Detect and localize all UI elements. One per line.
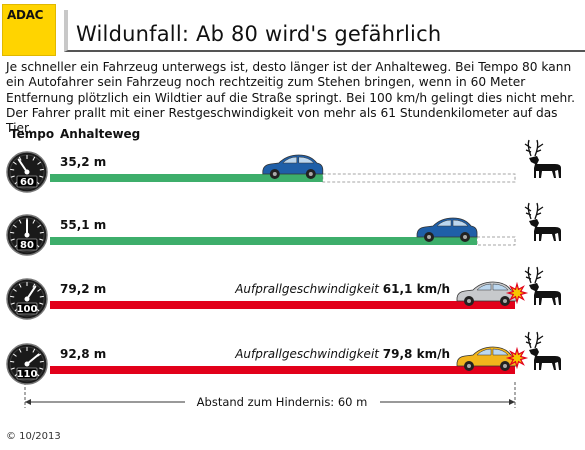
row-100: 100 79,2 m Aufprallgeschwindigkeit 61,1 km…: [6, 266, 561, 320]
car-window-rear: [476, 348, 492, 356]
impact-burst-icon: [505, 346, 529, 370]
car-icon: [262, 154, 324, 179]
car-window-front: [298, 156, 315, 164]
obstacle-distance-label: Abstand zum Hindernis: 60 m: [197, 395, 368, 409]
impact-label: Aufprallgeschwindigkeit 61,1 km/h: [234, 282, 450, 296]
distance-bar: [50, 366, 515, 374]
distance-bar: [50, 174, 323, 182]
deer-body: [529, 156, 561, 178]
car-window-rear: [282, 156, 298, 164]
tempo-label: 60: [20, 177, 34, 188]
remaining-distance: [476, 236, 516, 246]
gauge-needle: [26, 285, 37, 300]
impact-speed-value: 61,1 km/h: [383, 282, 450, 296]
intro-text: Je schneller ein Fahrzeug unterwegs ist,…: [6, 60, 575, 136]
deer-antlers: [524, 202, 544, 220]
car-icon: [456, 281, 518, 306]
distance-bar: [50, 237, 478, 245]
deer-icon: [524, 202, 561, 241]
copyright: © 10/2013: [6, 431, 61, 442]
car-window-rear: [436, 219, 452, 227]
deer-icon: [524, 331, 561, 370]
deer-antlers: [524, 139, 544, 157]
gauge-needle: [17, 158, 28, 173]
value-label: 79,2 m: [60, 282, 106, 296]
value-label: 35,2 m: [60, 155, 106, 169]
car-window-front: [492, 348, 509, 356]
arrow-head-left: [25, 399, 31, 405]
title-bar: Wildunfall: Ab 80 wird's gefährlich: [64, 10, 585, 52]
impact-speed-value: 79,8 km/h: [383, 347, 450, 361]
remaining-distance: [322, 173, 516, 183]
deer-icon: [524, 139, 561, 178]
car-window-front: [452, 219, 469, 227]
deer-antlers: [524, 331, 544, 349]
car-icon: [416, 217, 478, 242]
impact-burst-icon: [505, 281, 529, 305]
page-title: Wildunfall: Ab 80 wird's gefährlich: [76, 22, 442, 46]
car-window-rear: [476, 283, 492, 291]
column-header-tempo: Tempo: [10, 127, 55, 141]
column-header-anhalteweg: Anhalteweg: [60, 127, 141, 141]
speedometer-icon: 60: [6, 151, 48, 193]
impact-label-prefix: Aufprallgeschwindigkeit: [234, 347, 383, 361]
row-60: 60 35,2 m: [6, 139, 561, 193]
adac-logo: ADAC: [2, 4, 56, 56]
impact-label: Aufprallgeschwindigkeit 79,8 km/h: [234, 347, 450, 361]
deer-antlers: [524, 266, 544, 284]
row-80: 80 55,1 m: [6, 202, 561, 256]
tempo-label: 100: [17, 304, 38, 315]
tempo-label: 80: [20, 240, 34, 251]
value-label: 92,8 m: [60, 347, 106, 361]
car-window-front: [492, 283, 509, 291]
deer-body: [529, 219, 561, 241]
speedometer-icon: 110: [6, 343, 48, 385]
deer-body: [529, 348, 561, 370]
distance-bar: [50, 301, 515, 309]
deer-body: [529, 283, 561, 305]
impact-label-prefix: Aufprallgeschwindigkeit: [234, 282, 383, 296]
speedometer-icon: 100: [6, 278, 48, 320]
arrow-head-right: [509, 399, 515, 405]
value-label: 55,1 m: [60, 218, 106, 232]
brand-name: ADAC: [7, 8, 44, 22]
tempo-label: 110: [17, 369, 38, 380]
car-icon: [456, 346, 518, 371]
speedometer-icon: 80: [6, 214, 48, 256]
gauge-needle: [26, 353, 40, 365]
deer-icon: [524, 266, 561, 305]
row-110: 110 92,8 m Aufprallgeschwindigkeit 79,8 km…: [6, 331, 561, 385]
